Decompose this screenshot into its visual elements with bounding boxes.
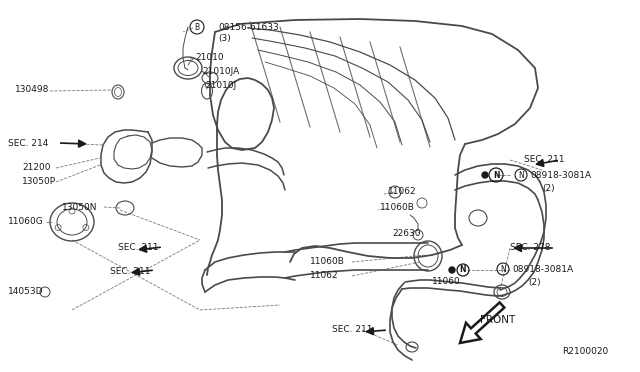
Circle shape: [449, 267, 455, 273]
Text: 08918-3081A: 08918-3081A: [530, 171, 591, 180]
Text: 11062: 11062: [388, 187, 417, 196]
Text: 08918-3081A: 08918-3081A: [512, 266, 573, 275]
Text: SEC. 278: SEC. 278: [510, 244, 550, 253]
Text: 11060B: 11060B: [380, 203, 415, 212]
Text: B: B: [195, 22, 200, 32]
Text: 13050P: 13050P: [22, 177, 56, 186]
Text: 22630: 22630: [392, 228, 420, 237]
Text: N: N: [460, 266, 467, 275]
Text: 21010JA: 21010JA: [202, 67, 239, 77]
Text: 130498: 130498: [15, 86, 49, 94]
Text: 11062: 11062: [310, 272, 339, 280]
Text: N: N: [518, 170, 524, 180]
Text: (3): (3): [218, 33, 231, 42]
Circle shape: [482, 172, 488, 178]
Text: 14053D: 14053D: [8, 288, 44, 296]
Text: R2100020: R2100020: [562, 347, 608, 356]
Text: 21010: 21010: [195, 54, 223, 62]
Text: 11060: 11060: [432, 278, 461, 286]
Text: 13050N: 13050N: [62, 202, 97, 212]
Text: SEC. 211: SEC. 211: [332, 326, 372, 334]
Text: N: N: [500, 264, 506, 273]
Text: 21010J: 21010J: [205, 80, 236, 90]
Text: 21200: 21200: [22, 164, 51, 173]
Text: N: N: [493, 170, 499, 180]
Text: SEC. 214: SEC. 214: [8, 138, 49, 148]
Text: 08156-61633: 08156-61633: [218, 23, 279, 32]
Text: SEC. 211: SEC. 211: [110, 267, 150, 276]
Text: SEC. 211: SEC. 211: [524, 155, 564, 164]
Text: FRONT: FRONT: [480, 315, 515, 325]
Text: (2): (2): [528, 278, 541, 286]
Text: (2): (2): [542, 183, 555, 192]
Text: 11060G: 11060G: [8, 218, 44, 227]
Text: SEC. 211: SEC. 211: [118, 244, 159, 253]
Text: 11060B: 11060B: [310, 257, 345, 266]
